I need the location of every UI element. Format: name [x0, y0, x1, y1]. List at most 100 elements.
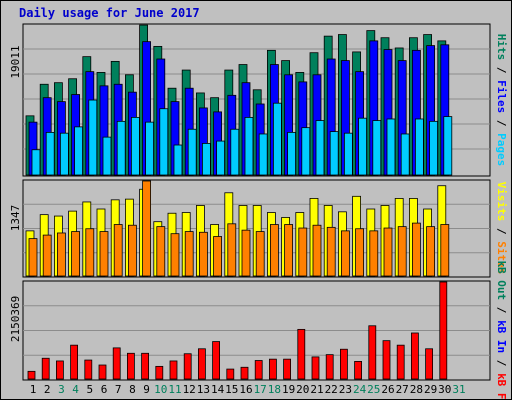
legend-separator: / — [495, 113, 508, 133]
bar-sites-day-3 — [57, 232, 66, 277]
bar-sites-day-2 — [42, 234, 52, 277]
bar-sites-day-4 — [71, 231, 80, 277]
bar-pages-day-21 — [315, 120, 325, 176]
x-tick-label: 3 — [58, 383, 65, 396]
x-tick-label: 16 — [239, 383, 252, 396]
bar-pages-day-24 — [358, 117, 368, 176]
bar-kb-f-day-21 — [311, 356, 320, 380]
bar-pages-day-9 — [145, 121, 155, 176]
bar-kb-f-day-15 — [226, 368, 235, 380]
bar-kb-f-day-16 — [240, 366, 249, 380]
bar-kb-f-day-23 — [339, 348, 348, 380]
bar-pages-day-23 — [343, 132, 353, 176]
legend-entry: kB Out — [495, 260, 508, 300]
bar-kb-f-day-10 — [155, 365, 164, 380]
bar-sites-day-24 — [355, 228, 365, 277]
bar-sites-day-19 — [284, 224, 294, 277]
bar-sites-day-9 — [142, 180, 152, 277]
bar-kb-f-day-27 — [396, 344, 405, 380]
bar-kb-f-day-22 — [325, 354, 334, 380]
bar-kb-f-day-30 — [439, 281, 448, 380]
bar-sites-day-30 — [440, 224, 450, 277]
bar-kb-f-day-17 — [254, 360, 263, 380]
x-tick-label: 26 — [381, 383, 394, 396]
x-tick-label: 12 — [183, 383, 196, 396]
bar-pages-day-22 — [329, 131, 339, 176]
bar-pages-day-12 — [187, 128, 197, 176]
y-max-label-hits-files-pages: 19011 — [9, 45, 22, 78]
bar-kb-f-day-1 — [27, 370, 36, 380]
legend-entry: Hits — [495, 34, 508, 61]
bar-kb-f-day-2 — [41, 357, 50, 380]
bar-pages-day-16 — [244, 117, 254, 176]
bar-pages-day-1 — [31, 149, 41, 176]
x-tick-label: 8 — [129, 383, 136, 396]
x-tick-label: 9 — [143, 383, 150, 396]
bar-pages-day-20 — [301, 127, 311, 176]
bar-kb-f-day-5 — [84, 359, 93, 380]
bar-kb-f-day-29 — [425, 348, 434, 380]
bar-pages-day-15 — [230, 128, 240, 176]
bar-sites-day-28 — [411, 222, 421, 277]
legend-separator: / — [495, 353, 508, 373]
x-tick-label: 30 — [438, 383, 451, 396]
x-tick-label: 21 — [310, 383, 323, 396]
legend-entry: kB In — [495, 320, 508, 353]
x-tick-label: 18 — [268, 383, 281, 396]
bar-sites-day-8 — [127, 224, 137, 277]
bar-kb-f-day-18 — [268, 358, 277, 380]
bar-sites-day-16 — [241, 229, 251, 277]
bar-sites-day-1 — [28, 238, 38, 277]
bar-sites-day-6 — [99, 231, 109, 277]
x-tick-label: 23 — [339, 383, 352, 396]
bar-pages-day-30 — [443, 116, 453, 176]
bar-kb-f-day-25 — [368, 325, 377, 380]
bar-sites-day-13 — [198, 231, 208, 277]
bar-sites-day-12 — [184, 231, 194, 277]
bar-pages-day-17 — [258, 133, 268, 176]
bar-sites-day-10 — [156, 226, 166, 277]
y-max-label-kbytes: 2150369 — [9, 296, 22, 342]
bar-kb-f-day-20 — [297, 328, 306, 380]
x-tick-label: 22 — [325, 383, 338, 396]
legend-separator: / — [495, 221, 508, 241]
bar-kb-f-day-11 — [169, 360, 178, 380]
bar-kb-f-day-3 — [56, 360, 64, 380]
legend-visits-sites: Visits / Sites — [495, 182, 508, 275]
legend-entry: Files — [495, 80, 508, 113]
bar-kb-f-day-28 — [410, 332, 419, 380]
bar-sites-day-15 — [227, 223, 237, 277]
bar-sites-day-29 — [426, 226, 436, 277]
bar-kb-f-day-6 — [98, 364, 107, 380]
legend-hits-files-pages: Hits / Files / Pages — [495, 34, 508, 167]
x-tick-label: 6 — [101, 383, 108, 396]
chart-title: Daily usage for June 2017 — [19, 6, 200, 20]
bar-pages-day-7 — [116, 120, 126, 176]
x-tick-label: 13 — [197, 383, 210, 396]
legend-entry: Pages — [495, 133, 508, 166]
bar-pages-day-11 — [173, 144, 183, 176]
bar-pages-day-4 — [74, 126, 83, 176]
legend-kbytes: kB Out / kB In / kB F — [495, 260, 508, 399]
x-tick-label: 28 — [410, 383, 423, 396]
bar-pages-day-27 — [400, 133, 410, 176]
bar-kb-f-day-7 — [112, 347, 121, 380]
bar-kb-f-day-12 — [183, 353, 192, 380]
bar-sites-day-17 — [255, 231, 265, 277]
x-tick-label: 25 — [367, 383, 380, 396]
bar-pages-day-2 — [45, 131, 55, 176]
bar-kb-f-day-26 — [382, 340, 391, 380]
y-max-label-visits-sites: 1347 — [9, 205, 22, 232]
legend-entry: kB F — [495, 373, 508, 400]
bar-pages-day-26 — [386, 118, 396, 176]
x-tick-label: 19 — [282, 383, 295, 396]
bar-sites-day-18 — [269, 224, 279, 277]
legend-entry: Visits — [495, 182, 508, 222]
bar-pages-day-10 — [159, 108, 169, 176]
bar-pages-day-29 — [429, 120, 439, 176]
legend-separator: / — [495, 300, 508, 320]
bar-sites-day-20 — [298, 227, 308, 277]
bar-kb-f-day-24 — [354, 361, 363, 380]
x-tick-label: 5 — [86, 383, 93, 396]
